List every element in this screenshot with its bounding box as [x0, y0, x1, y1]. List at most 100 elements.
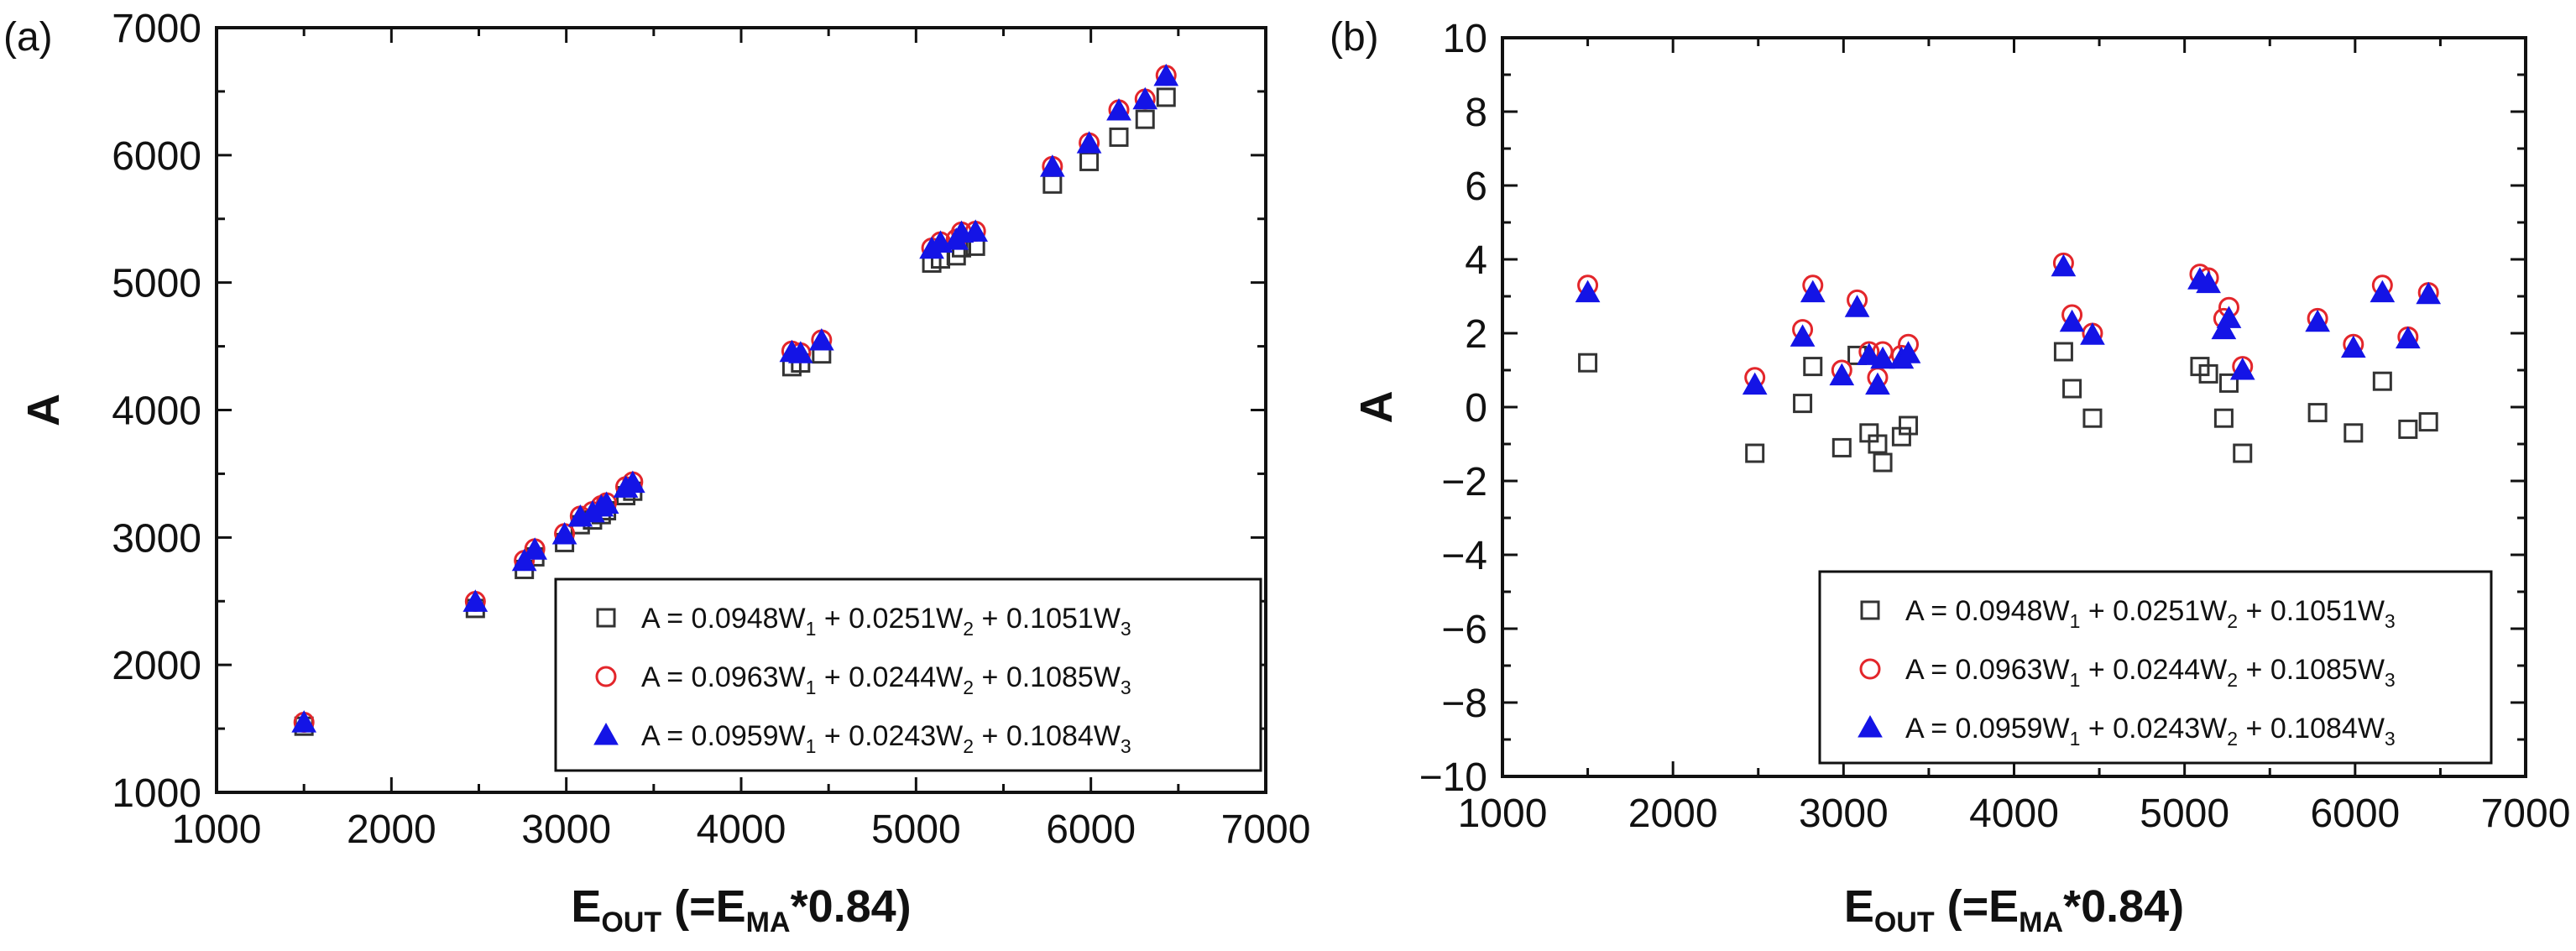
data-point [2398, 419, 2418, 439]
y-tick-label: 5000 [112, 262, 201, 306]
y-tick-label: 2 [1465, 312, 1487, 357]
legend-marker [593, 722, 619, 745]
text-span: 3 [1121, 735, 1131, 757]
text-span: 2 [963, 735, 974, 757]
panel-b: 1000 2000 3000 4000 5000 6000 7000 −10 −8 −6 −4 −2 0… [1330, 15, 2570, 938]
legend-marker [595, 666, 617, 687]
y-tick-label: 6000 [112, 134, 201, 179]
y-tick-label: −6 [1441, 608, 1487, 652]
data-point [2307, 403, 2328, 423]
data-point [1831, 437, 1852, 457]
legend-entry: A = 0.0959W1 + 0.0243W2 + 0.1084W3 [1905, 713, 2396, 750]
x-tick-label: 3000 [1799, 792, 1889, 836]
text-span: A = 0.0959W [1905, 713, 2070, 745]
data-point [2062, 379, 2082, 399]
legend-box [1818, 570, 2493, 765]
panel-label: (b) [1330, 15, 1379, 60]
data-point [1575, 280, 1601, 303]
text-span: *0.84) [791, 881, 912, 932]
text-span: A = 0.0948W [641, 603, 806, 635]
data-point [2082, 408, 2103, 428]
data-point [2305, 309, 2330, 332]
legend-entry: A = 0.0959W1 + 0.0243W2 + 0.1084W3 [641, 720, 1131, 757]
text-span: + 0.0244W [2080, 654, 2227, 686]
data-point [1793, 394, 1813, 414]
text-span: OUT [1874, 907, 1935, 938]
data-point [1870, 346, 1895, 369]
data-point [2343, 423, 2364, 443]
data-point [2218, 373, 2239, 393]
text-span: + 0.0251W [2080, 595, 2227, 627]
text-span: A = 0.0963W [1905, 654, 2070, 686]
data-point [1578, 353, 1598, 373]
data-point [1856, 342, 1882, 365]
data-point [619, 470, 645, 494]
text-span: 1 [806, 677, 817, 698]
data-point [2229, 357, 2255, 380]
data-point [2211, 316, 2237, 340]
text-span: 3 [2385, 610, 2396, 632]
text-span: 2 [2227, 728, 2238, 750]
x-tick-label: 1000 [172, 807, 262, 852]
data-point [2051, 253, 2077, 277]
y-tick-label: 10 [1443, 17, 1487, 61]
data-point [593, 491, 619, 515]
x-tick-label: 6000 [2310, 792, 2400, 836]
x-tick-label: 6000 [1046, 807, 1136, 852]
data-point [2059, 309, 2085, 332]
text-span: + 0.1084W [974, 720, 1121, 752]
text-span: 1 [2070, 610, 2081, 632]
legend-marker [596, 608, 616, 628]
y-tick-label: 1000 [112, 771, 201, 816]
data-point [808, 328, 834, 351]
y-tick-label: 2000 [112, 644, 201, 688]
text-span: + 0.0251W [816, 603, 963, 635]
text-span: MA [746, 907, 791, 938]
text-span: E [571, 881, 601, 932]
x-tick-label: 5000 [871, 807, 961, 852]
data-point [2395, 326, 2421, 349]
y-tick-label: −8 [1441, 682, 1487, 726]
data-point [787, 341, 813, 363]
data-point [1868, 434, 1888, 454]
text-span: + 0.1085W [2238, 654, 2385, 686]
legend-entry: A = 0.0948W1 + 0.0251W2 + 0.1051W3 [641, 603, 1131, 640]
data-point [2216, 306, 2242, 328]
text-span: (=E [661, 881, 746, 932]
y-tick-label: 4000 [112, 389, 201, 434]
text-span: 3 [2385, 669, 2396, 691]
data-point [2340, 335, 2366, 358]
text-span: A = 0.0948W [1905, 595, 2070, 627]
text-span: + 0.1084W [2238, 713, 2385, 745]
text-span: 2 [963, 618, 974, 640]
data-point [1745, 443, 1765, 463]
legend-entry: A = 0.0963W1 + 0.0244W2 + 0.1085W3 [641, 661, 1131, 698]
text-span: MA [2019, 907, 2063, 938]
data-point [963, 219, 989, 242]
data-point [2213, 408, 2234, 428]
text-span: 3 [1121, 677, 1131, 698]
y-axis-title: A [18, 394, 69, 426]
series-filled-triangle [1575, 253, 2442, 395]
text-span: 2 [2227, 669, 2238, 691]
data-point [522, 537, 548, 560]
text-span: (=E [1935, 881, 2020, 932]
series-open-square [1578, 342, 2438, 473]
data-point [1865, 372, 1890, 395]
text-span: 2 [963, 677, 974, 698]
data-point [2198, 363, 2218, 384]
text-span: E [1844, 881, 1874, 932]
legend-marker [1860, 600, 1880, 620]
y-tick-label: 4 [1465, 238, 1487, 283]
data-point [1803, 357, 1823, 377]
data-point [1891, 426, 1911, 447]
text-span: A = 0.0963W [641, 661, 806, 693]
data-point [1873, 452, 1893, 473]
y-tick-label: 8 [1465, 91, 1487, 135]
text-span: 3 [1121, 618, 1131, 640]
text-span: + 0.1051W [2238, 595, 2385, 627]
text-span: OUT [601, 907, 661, 938]
